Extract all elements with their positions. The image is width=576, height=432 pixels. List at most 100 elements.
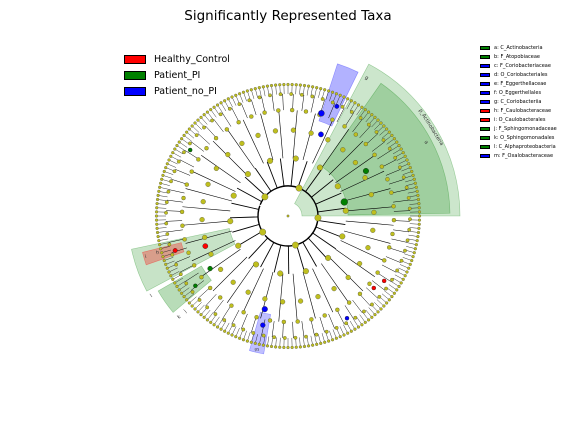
taxon-node [213,165,219,171]
leaf-branch [374,302,381,309]
taxon-node [162,258,166,263]
leaf-branch [185,136,192,142]
leaf-branch [306,87,309,96]
leaf-branch [409,231,418,233]
taxon-node [299,92,304,97]
taxon-node [175,143,179,148]
clade-legend-item: l: C_Alphaproteobacteria [480,142,557,151]
order-spoke [292,110,298,159]
legend-swatch-healthy-control [124,54,146,64]
order-spoke [343,230,391,244]
taxon-node [172,169,177,174]
family-spoke [381,264,397,273]
taxon-node [223,99,227,103]
taxon-node [357,261,363,267]
taxon-node [286,345,290,350]
leaf-branch [225,322,230,331]
leaf-branch [399,264,408,268]
taxon-node [272,128,278,134]
leaf-branch [167,260,175,265]
leaf-branch [406,246,414,249]
order-spoke [191,240,236,262]
taxon-node [415,239,419,243]
taxon-node [416,197,421,202]
taxon-node [254,315,259,320]
sector-alphaproteobacteria [131,228,236,292]
taxon-node [389,190,394,195]
taxon-node [227,218,234,225]
taxon-node [338,335,342,339]
taxon-node [385,127,389,131]
sector-label: i [144,254,147,260]
taxon-node [218,112,223,117]
taxon-node [157,239,161,243]
taxon-node [278,83,282,87]
order-spoke [302,113,316,161]
taxon-node [401,151,405,155]
taxon-node [162,169,166,174]
leaf-branch [356,108,362,116]
taxon-node [269,344,274,349]
family-spoke [381,159,397,168]
leaf-branch [239,95,244,103]
taxon-node [411,173,415,177]
taxon-node [272,335,277,340]
leaf-branch [165,171,174,175]
taxon-node [385,301,389,305]
taxon-node [387,298,391,302]
taxon-node [410,169,414,174]
family-spoke [184,150,199,160]
clade-legend-label: e: F_Eggerthellaceae [494,80,547,87]
leaf-branch [259,89,262,97]
taxon-node [371,209,377,215]
taxon-node [390,277,394,282]
order-spoke [182,220,231,226]
leaf-branch [190,296,197,303]
taxon-node [187,127,191,131]
leaf-branch [353,318,358,326]
family-spoke [213,119,224,133]
taxon-node [167,158,171,162]
leaf-branch [263,335,266,344]
family-spoke [385,169,401,176]
taxon-node [324,329,329,334]
order-spoke [242,119,264,164]
taxon-node [241,338,246,342]
leaf-branch [394,274,403,279]
taxon-node [185,130,189,134]
clade-swatch [480,81,490,86]
leaf-branch [182,287,190,293]
taxon-node [379,164,384,169]
taxon-node [155,206,159,210]
taxon-node [282,345,286,349]
taxon-node [353,315,358,320]
taxon-node [407,227,412,232]
taxon-node [390,133,394,137]
class-spoke [279,158,285,187]
leaf-branch [346,101,351,110]
taxon-node [405,238,410,243]
clade-legend-item: a: C_Actinobacteria [480,43,557,52]
taxon-node [379,307,383,311]
leaf-branch [214,108,220,116]
clade-legend-label: l: C_Alphaproteobacteria [494,143,556,150]
taxon-node [164,262,168,266]
group-legend: Healthy_Control Patient_PI Patient_no_PI [124,51,230,99]
taxon-node [413,247,417,251]
order-spoke [200,249,241,278]
taxon-node [392,137,396,141]
taxon-node [345,274,351,280]
family-spoke [328,313,335,329]
taxon-node [395,140,399,144]
leaf-branch [236,327,240,336]
leaf-branch [251,91,255,99]
leaf-branch [218,106,223,114]
leaf-branch [267,336,270,345]
leaf-branch [314,89,317,97]
leaf-branch [332,329,337,337]
taxon-node [391,204,396,209]
taxon-node [370,302,374,307]
taxon-node [251,331,256,335]
sector-caulobacterales [142,242,185,266]
order-spoke [226,263,255,304]
